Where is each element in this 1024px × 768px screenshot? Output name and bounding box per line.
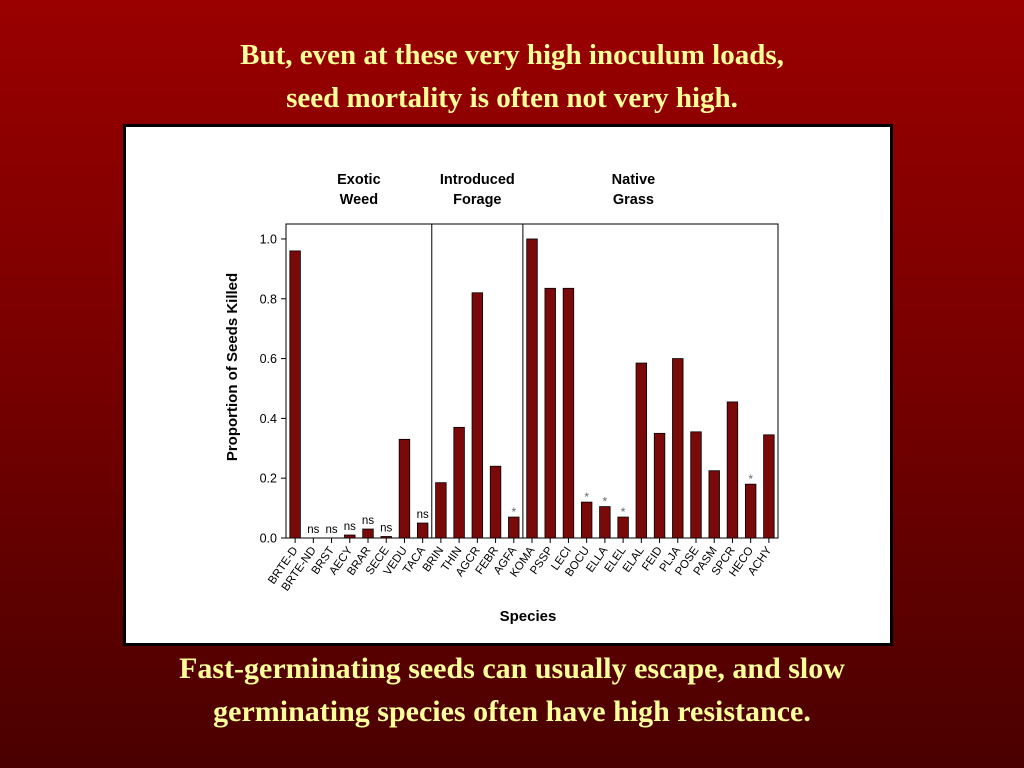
group-header-line1: Exotic — [337, 172, 381, 188]
bar-annotation: ns — [362, 515, 374, 527]
y-tick-label: 0.8 — [260, 292, 277, 306]
group-header-line2: Weed — [340, 192, 378, 208]
x-axis-title: Species — [500, 608, 557, 625]
bar-annotation: ns — [417, 509, 429, 521]
bar — [544, 287, 556, 539]
bar-chart: Exotic Weed Introduced Forage Native Grass 0.… — [224, 172, 779, 625]
bar-annotation: ns — [307, 524, 319, 536]
caption-line1: Fast-germinating seeds can usually escap… — [179, 652, 845, 685]
bar — [635, 362, 648, 539]
bar — [562, 287, 575, 539]
group-header-line2: Grass — [613, 192, 654, 208]
slide-title-line1: But, even at these very high inoculum lo… — [240, 39, 784, 71]
group-header-line2: Forage — [453, 192, 501, 208]
y-tick-label: 0.6 — [260, 352, 277, 366]
slide-caption: Fast-germinating seeds can usually escap… — [0, 647, 1024, 733]
bar-annotation: ns — [380, 523, 392, 535]
bar — [617, 516, 629, 539]
bar — [672, 358, 684, 539]
bar — [726, 401, 739, 539]
y-tick-label: 0.0 — [260, 532, 277, 546]
bar-annotation: * — [511, 505, 516, 519]
bar — [744, 483, 757, 539]
bar — [362, 528, 374, 539]
bar — [344, 534, 356, 539]
bar — [398, 438, 411, 539]
group-header-line1: Introduced — [440, 172, 515, 188]
bar-annotation: * — [748, 472, 753, 486]
y-tick-label: 1.0 — [260, 232, 277, 246]
bar — [289, 250, 301, 539]
bar-annotation: ns — [344, 521, 356, 533]
bar — [690, 431, 702, 539]
bar — [508, 516, 520, 539]
x-tick-label: ELAL — [621, 544, 647, 574]
bar — [435, 482, 447, 539]
y-axis-title: Proportion of Seeds Killed — [224, 273, 241, 461]
group-header-line1: Native — [612, 172, 656, 188]
bar — [489, 465, 502, 539]
bar-annotation: ns — [325, 524, 337, 536]
bar — [763, 434, 775, 539]
chart-frame: Exotic Weed Introduced Forage Native Grass 0.… — [123, 124, 893, 646]
bar — [526, 238, 538, 539]
slide-title: But, even at these very high inoculum lo… — [0, 34, 1024, 120]
bar-annotation: * — [621, 505, 626, 519]
bar — [708, 470, 720, 539]
bar — [380, 536, 392, 539]
caption-line2: germinating species often have high resi… — [213, 695, 811, 728]
y-tick-label: 0.4 — [260, 412, 277, 426]
bar — [453, 426, 465, 539]
bar — [471, 292, 484, 539]
bar — [416, 522, 429, 539]
slide-title-line2: seed mortality is often not very high. — [286, 82, 738, 114]
bar-annotation: * — [603, 495, 608, 509]
bar — [653, 432, 666, 539]
bar — [580, 501, 593, 539]
bar — [599, 506, 611, 539]
bar-annotation: * — [584, 490, 589, 504]
y-tick-label: 0.2 — [260, 472, 277, 486]
